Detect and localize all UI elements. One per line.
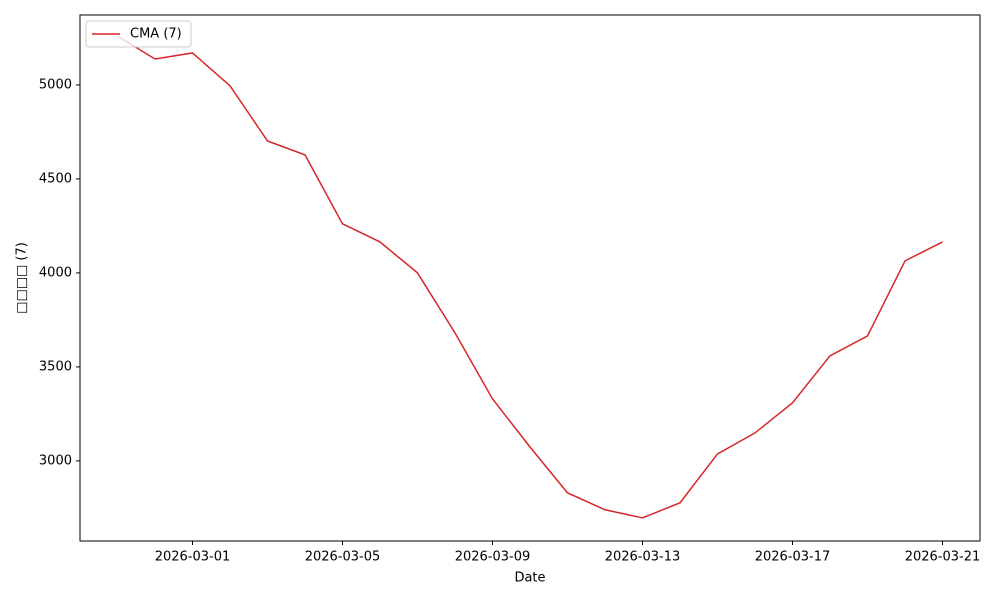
y-tick-label: 5000 <box>39 77 72 92</box>
x-axis-label: Date <box>514 571 545 586</box>
y-tick-label: 3000 <box>39 453 72 468</box>
x-tick-label: 2026-03-05 <box>305 550 381 565</box>
x-tick-label: 2026-03-13 <box>605 550 681 565</box>
x-tick-label: 2026-03-01 <box>155 550 231 565</box>
x-tick-label: 2026-03-21 <box>905 550 981 565</box>
y-axis-label: □□□□ (7) <box>15 242 30 314</box>
legend-box <box>85 20 192 48</box>
x-tick-label: 2026-03-09 <box>455 550 531 565</box>
plot-frame <box>79 14 981 542</box>
legend-label: CMA (7) <box>130 27 182 42</box>
data-line <box>117 35 943 519</box>
y-tick-label: 4000 <box>39 265 72 280</box>
y-tick-label: 3500 <box>39 359 72 374</box>
x-tick-label: 2026-03-17 <box>755 550 831 565</box>
y-tick-label: 4500 <box>39 171 72 186</box>
